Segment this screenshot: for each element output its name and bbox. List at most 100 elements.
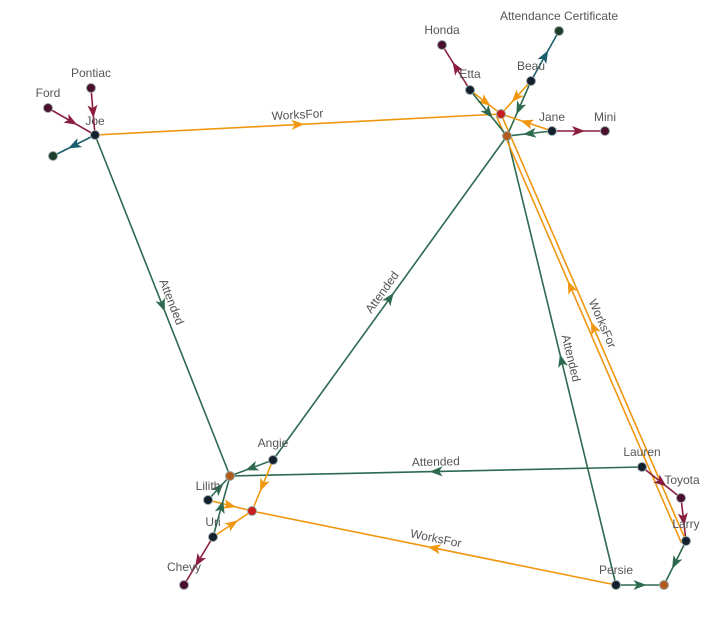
node-circle[interactable] [547, 126, 557, 136]
arrowhead-icon [572, 126, 585, 136]
node-circle[interactable] [48, 151, 58, 161]
arrowhead-icon [558, 354, 568, 368]
edge-owns-etta-honda[interactable] [441, 44, 471, 91]
node-jane[interactable]: Jane [539, 110, 565, 136]
arrowhead-icon [677, 512, 688, 526]
edge-worksfor-uri-co2[interactable] [212, 510, 253, 538]
node-sch2[interactable] [225, 471, 235, 481]
node-toyota[interactable]: Toyota [664, 473, 700, 503]
edge-owns-pontiac-joe[interactable] [87, 87, 98, 136]
arrowhead-icon [511, 89, 525, 103]
node-co2[interactable] [247, 506, 257, 516]
node-label: Ford [36, 86, 61, 100]
node-circle[interactable] [554, 26, 564, 36]
node-circle[interactable] [43, 103, 53, 113]
node-attcert[interactable]: Attendance Certificate [500, 9, 618, 36]
node-joe[interactable]: Joe [85, 114, 105, 140]
node-circle[interactable] [637, 462, 647, 472]
arrowhead-icon [672, 554, 683, 569]
edge-attended-joe-sch2[interactable] [94, 134, 231, 477]
node-ford[interactable]: Ford [36, 86, 61, 113]
node-circle[interactable] [526, 76, 536, 86]
edge-worksfor-jane-co1[interactable] [500, 113, 553, 132]
node-circle[interactable] [247, 506, 257, 516]
node-circle[interactable] [496, 109, 506, 119]
node-sch1[interactable] [502, 131, 512, 141]
edge-attended-lauren-sch2[interactable] [229, 466, 643, 477]
node-beau[interactable]: Beau [517, 59, 545, 86]
arrowhead-icon [245, 461, 260, 471]
arrowhead-icon [224, 520, 238, 532]
edge-attended-persie-sch3[interactable] [616, 580, 664, 590]
edge-attended-beau-sch1[interactable] [506, 80, 532, 137]
node-sch3[interactable] [659, 580, 669, 590]
node-circle[interactable] [611, 580, 621, 590]
edge-worksfor-joe-co1[interactable] [94, 113, 502, 136]
arrowhead-icon [590, 321, 601, 336]
node-cert1[interactable] [48, 151, 58, 161]
node-honda[interactable]: Honda [424, 23, 460, 50]
edge-attended-persie-sch1[interactable] [506, 135, 617, 586]
node-lilith[interactable]: Lilith [196, 479, 221, 505]
node-larry[interactable]: Larry [672, 517, 700, 546]
arrowhead-icon [537, 50, 549, 65]
edge-attended-lilith-sch2[interactable] [207, 475, 231, 501]
node-circle[interactable] [465, 85, 475, 95]
node-circle[interactable] [90, 130, 100, 140]
edge-certificate-beau-attcert[interactable] [530, 30, 560, 82]
edge-attended-etta-sch1[interactable] [469, 89, 508, 137]
node-circle[interactable] [600, 126, 610, 136]
arrowhead-icon [195, 552, 207, 567]
arrowhead-icon [477, 94, 491, 106]
node-circle[interactable] [225, 471, 235, 481]
arrowhead-icon [260, 477, 270, 492]
node-circle[interactable] [676, 493, 686, 503]
edge-attended-angie-sch1[interactable] [272, 135, 508, 461]
edge-owns-lauren-toyota[interactable] [641, 466, 682, 499]
edge-worksfor-beau-co1[interactable] [500, 80, 532, 115]
node-circle[interactable] [86, 83, 96, 93]
edge-attended-larry-sch3[interactable] [663, 540, 687, 586]
node-circle[interactable] [502, 131, 512, 141]
edge-worksfor-larry-co1[interactable] [500, 113, 687, 542]
edge-worksfor-persie-co2[interactable] [251, 510, 617, 586]
node-pontiac[interactable]: Pontiac [71, 66, 111, 93]
node-circle[interactable] [681, 536, 691, 546]
node-angie[interactable]: Angie [258, 436, 289, 465]
node-circle[interactable] [203, 495, 213, 505]
edge-attended-uri-sch2[interactable] [212, 475, 231, 538]
node-etta[interactable]: Etta [459, 67, 481, 95]
node-persie[interactable]: Persie [599, 563, 633, 590]
edge-worksfor-lilith-co2[interactable] [207, 499, 253, 512]
node-mini[interactable]: Mini [594, 110, 616, 136]
node-chevy[interactable]: Chevy [167, 560, 201, 590]
arrowhead-icon [155, 297, 165, 312]
edge-attended-angie-sch2[interactable] [229, 459, 274, 477]
edge-owns-toyota-larry[interactable] [677, 497, 688, 542]
edge-owns-jane-mini[interactable] [552, 126, 605, 136]
node-label: Beau [517, 59, 545, 73]
edge-certificate-joe-cert1[interactable] [52, 134, 96, 157]
node-circle[interactable] [179, 580, 189, 590]
arrowhead-icon [523, 127, 537, 138]
edge-worksfor-larry-co1[interactable] [495, 115, 683, 544]
node-circle[interactable] [268, 455, 278, 465]
edge-attended-jane-sch1[interactable] [506, 127, 553, 138]
node-circle[interactable] [659, 580, 669, 590]
edge-line[interactable] [495, 115, 683, 544]
edge-owns-ford-joe[interactable] [47, 107, 96, 136]
edge-worksfor-etta-co1[interactable] [469, 89, 502, 115]
node-co1[interactable] [496, 109, 506, 119]
edge-worksfor-angie-co2[interactable] [251, 459, 274, 512]
edge-owns-uri-chevy[interactable] [183, 536, 214, 586]
node-circle[interactable] [437, 40, 447, 50]
node-lauren[interactable]: Lauren [623, 445, 661, 472]
node-label: Toyota [664, 473, 700, 487]
node-circle[interactable] [208, 532, 218, 542]
arrowhead-icon [427, 544, 442, 555]
edge-label: WorksFor [271, 106, 323, 123]
node-uri[interactable]: Uri [205, 515, 221, 542]
node-label: Lilith [196, 479, 221, 493]
